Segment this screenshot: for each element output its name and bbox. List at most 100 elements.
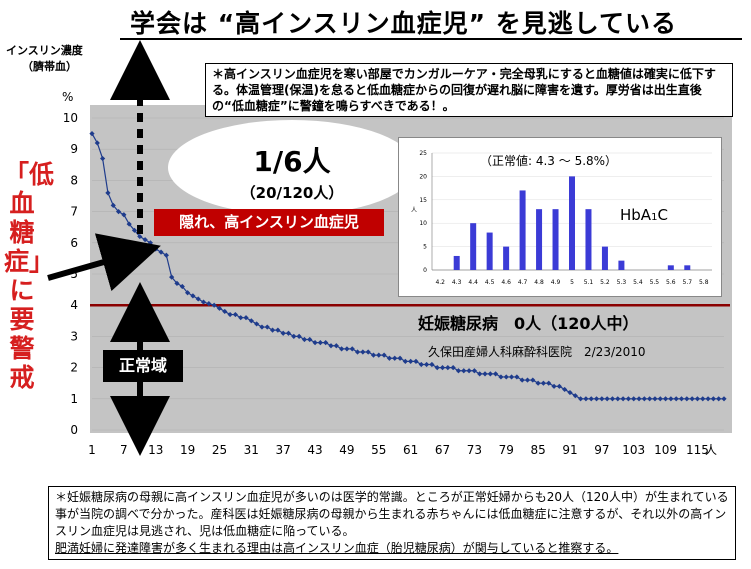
inset-bar — [569, 176, 575, 270]
data-point — [179, 283, 185, 290]
data-point — [578, 396, 584, 402]
data-point — [562, 386, 568, 393]
x-tick-label: 61 — [403, 443, 418, 457]
data-point — [652, 396, 658, 402]
data-point — [572, 393, 578, 399]
data-point — [370, 352, 377, 358]
inset-bar — [486, 232, 493, 270]
y-tick-label: 9 — [70, 142, 78, 156]
data-point — [105, 190, 111, 196]
y-tick-label: 8 — [70, 173, 78, 187]
inset-bar — [470, 223, 477, 270]
inset-bar — [585, 209, 592, 270]
y-tick-label: 4 — [70, 298, 78, 312]
inset-x-tick: 4.3 — [452, 279, 462, 286]
inset-y-tick: 0 — [423, 267, 427, 274]
data-point — [259, 324, 265, 330]
data-point — [344, 346, 350, 352]
data-point — [365, 349, 371, 355]
data-point — [620, 396, 626, 402]
data-point — [705, 396, 711, 402]
inset-x-tick: 4.2 — [435, 279, 445, 286]
side-warning: 「低血糖症」に要警戒 — [4, 160, 55, 392]
x-tick-label: 43 — [307, 443, 322, 457]
inset-bar — [601, 246, 608, 270]
inset-y-tick: 20 — [419, 173, 427, 180]
data-point — [662, 396, 669, 402]
data-point — [487, 371, 493, 377]
x-tick-label: 109 — [654, 443, 677, 457]
data-point — [418, 361, 424, 368]
data-point — [317, 340, 323, 346]
data-point — [163, 252, 169, 258]
data-point — [121, 212, 127, 218]
inset-x-tick: 4.8 — [534, 279, 544, 286]
data-point — [455, 368, 462, 374]
inset-x-tick: 4.4 — [468, 279, 478, 286]
data-point — [280, 330, 286, 336]
data-point — [227, 311, 233, 318]
data-point — [668, 396, 674, 402]
data-point — [174, 280, 180, 286]
data-point — [477, 371, 483, 377]
data-point — [328, 343, 334, 349]
data-point — [503, 374, 509, 380]
data-point — [540, 380, 547, 386]
pointer-arrow — [47, 233, 161, 292]
y-tick-label: 7 — [70, 205, 78, 219]
data-point — [439, 365, 446, 371]
data-point — [339, 346, 345, 352]
x-tick-label: 73 — [467, 443, 482, 457]
inset-x-tick: 4.7 — [518, 279, 528, 286]
data-point — [307, 336, 313, 343]
inset-bar — [453, 255, 460, 270]
data-point — [700, 396, 706, 402]
data-point — [599, 396, 605, 402]
inset-normal-range: （正常値: 4.3 ～ 5.8%） — [480, 154, 618, 168]
data-point — [636, 396, 642, 402]
data-point — [349, 346, 355, 352]
inset-x-tick: 5.1 — [584, 279, 594, 286]
data-point — [625, 396, 632, 402]
x-tick-label: 37 — [276, 443, 291, 457]
data-point — [721, 396, 727, 402]
data-point — [238, 315, 244, 321]
y-tick-label: 10 — [63, 111, 78, 125]
data-point — [583, 396, 589, 402]
x-tick-label: 115 — [686, 443, 709, 457]
data-point — [301, 336, 308, 343]
ratio-main: 1/6人 — [253, 145, 331, 178]
data-point — [243, 315, 249, 321]
data-point — [498, 374, 504, 380]
x-tick-label: 85 — [530, 443, 545, 457]
inset-x-tick: 4.9 — [551, 279, 561, 286]
data-point — [461, 368, 467, 374]
data-point — [673, 396, 679, 402]
inset-y-label: 人 — [411, 207, 417, 214]
data-point — [131, 227, 138, 233]
data-point — [641, 396, 647, 402]
data-point — [508, 374, 515, 380]
data-point — [694, 396, 701, 402]
data-point — [269, 327, 276, 333]
data-point — [604, 396, 610, 402]
data-point — [392, 355, 398, 361]
data-point — [631, 396, 637, 402]
top-note: ＊高インスリン血症児を寒い部屋でカンガルーケア・完全母乳にすると血糖値は確実に低… — [205, 63, 733, 117]
data-point — [200, 299, 207, 305]
data-point — [493, 371, 499, 377]
data-point — [524, 377, 531, 383]
data-point — [264, 324, 270, 330]
y-tick-label: 5 — [70, 267, 78, 281]
data-point — [206, 301, 212, 307]
bottom-note-underlined: 肥満妊婦に発達障害が多く生まれる理由は高インスリン血症（胎児糖尿病）が関与してい… — [55, 541, 619, 555]
data-point — [551, 383, 557, 389]
x-tick-label: 91 — [562, 443, 577, 457]
data-point — [450, 365, 456, 371]
pregnancy-diabetes-label: 妊娠糖尿病 0人（120人中） — [418, 314, 639, 333]
data-point — [94, 140, 100, 146]
inset-bar — [684, 265, 691, 270]
data-point — [376, 352, 382, 358]
y-unit: % — [62, 90, 74, 104]
data-point — [530, 377, 536, 383]
